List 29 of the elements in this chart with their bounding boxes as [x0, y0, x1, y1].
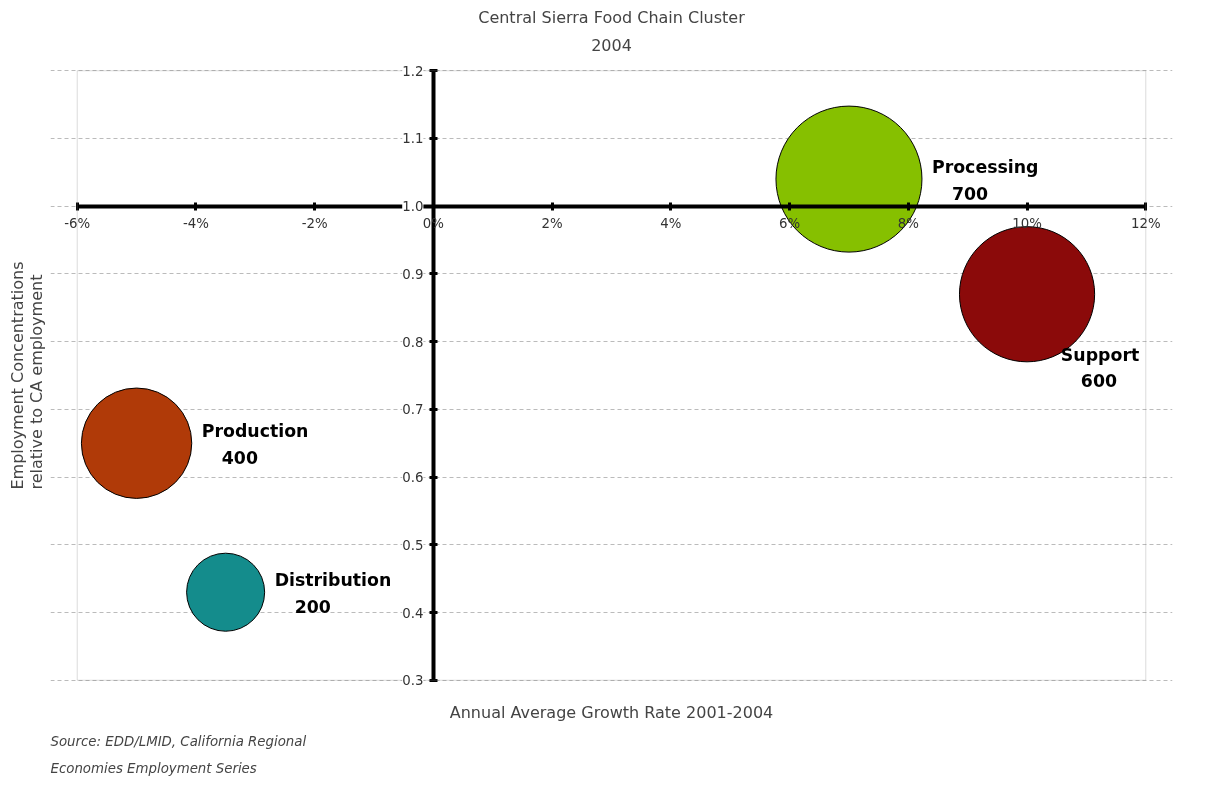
- data-label: 600: [1080, 371, 1118, 392]
- chart-subtitle: 2004: [591, 35, 632, 55]
- series-label: Production: [201, 421, 309, 442]
- y-tick-label: 0.3: [402, 673, 424, 689]
- y-tick-label: 1.2: [402, 63, 424, 79]
- chart-title: Central Sierra Food Chain Cluster: [478, 7, 746, 27]
- x-tick-label: 2%: [541, 216, 563, 232]
- x-tick-label: 4%: [660, 216, 682, 232]
- series-label: Support: [1060, 344, 1140, 365]
- data-label: 400: [221, 447, 258, 468]
- y-tick-label: 1.0: [402, 199, 424, 215]
- x-tick-label: -4%: [182, 216, 209, 232]
- y-tick-label: 0.4: [402, 605, 424, 621]
- data-label: 700: [951, 183, 989, 204]
- y-tick-label: 0.8: [402, 334, 424, 350]
- x-axis-title: Annual Average Growth Rate 2001-2004: [449, 702, 774, 722]
- y-tick-label: 0.6: [402, 470, 424, 486]
- x-tick-label: -2%: [301, 216, 328, 232]
- x-tick-label: -6%: [64, 216, 91, 232]
- y-tick-label: 1.1: [402, 131, 424, 147]
- data-label: 200: [294, 596, 331, 617]
- series-label: Distribution: [274, 570, 392, 591]
- y-tick-label: 0.9: [402, 266, 424, 282]
- source-note: Source: EDD/LMID, California Regional Economies Employment Series: [50, 733, 307, 776]
- series-label: Processing: [931, 157, 1039, 178]
- y-axis-title: Employment Concentrations relative to CA employment: [7, 261, 46, 490]
- y-tick-label: 0.7: [402, 402, 424, 418]
- y-tick-label: 0.5: [402, 537, 424, 553]
- x-tick-label: 12%: [1130, 216, 1161, 232]
